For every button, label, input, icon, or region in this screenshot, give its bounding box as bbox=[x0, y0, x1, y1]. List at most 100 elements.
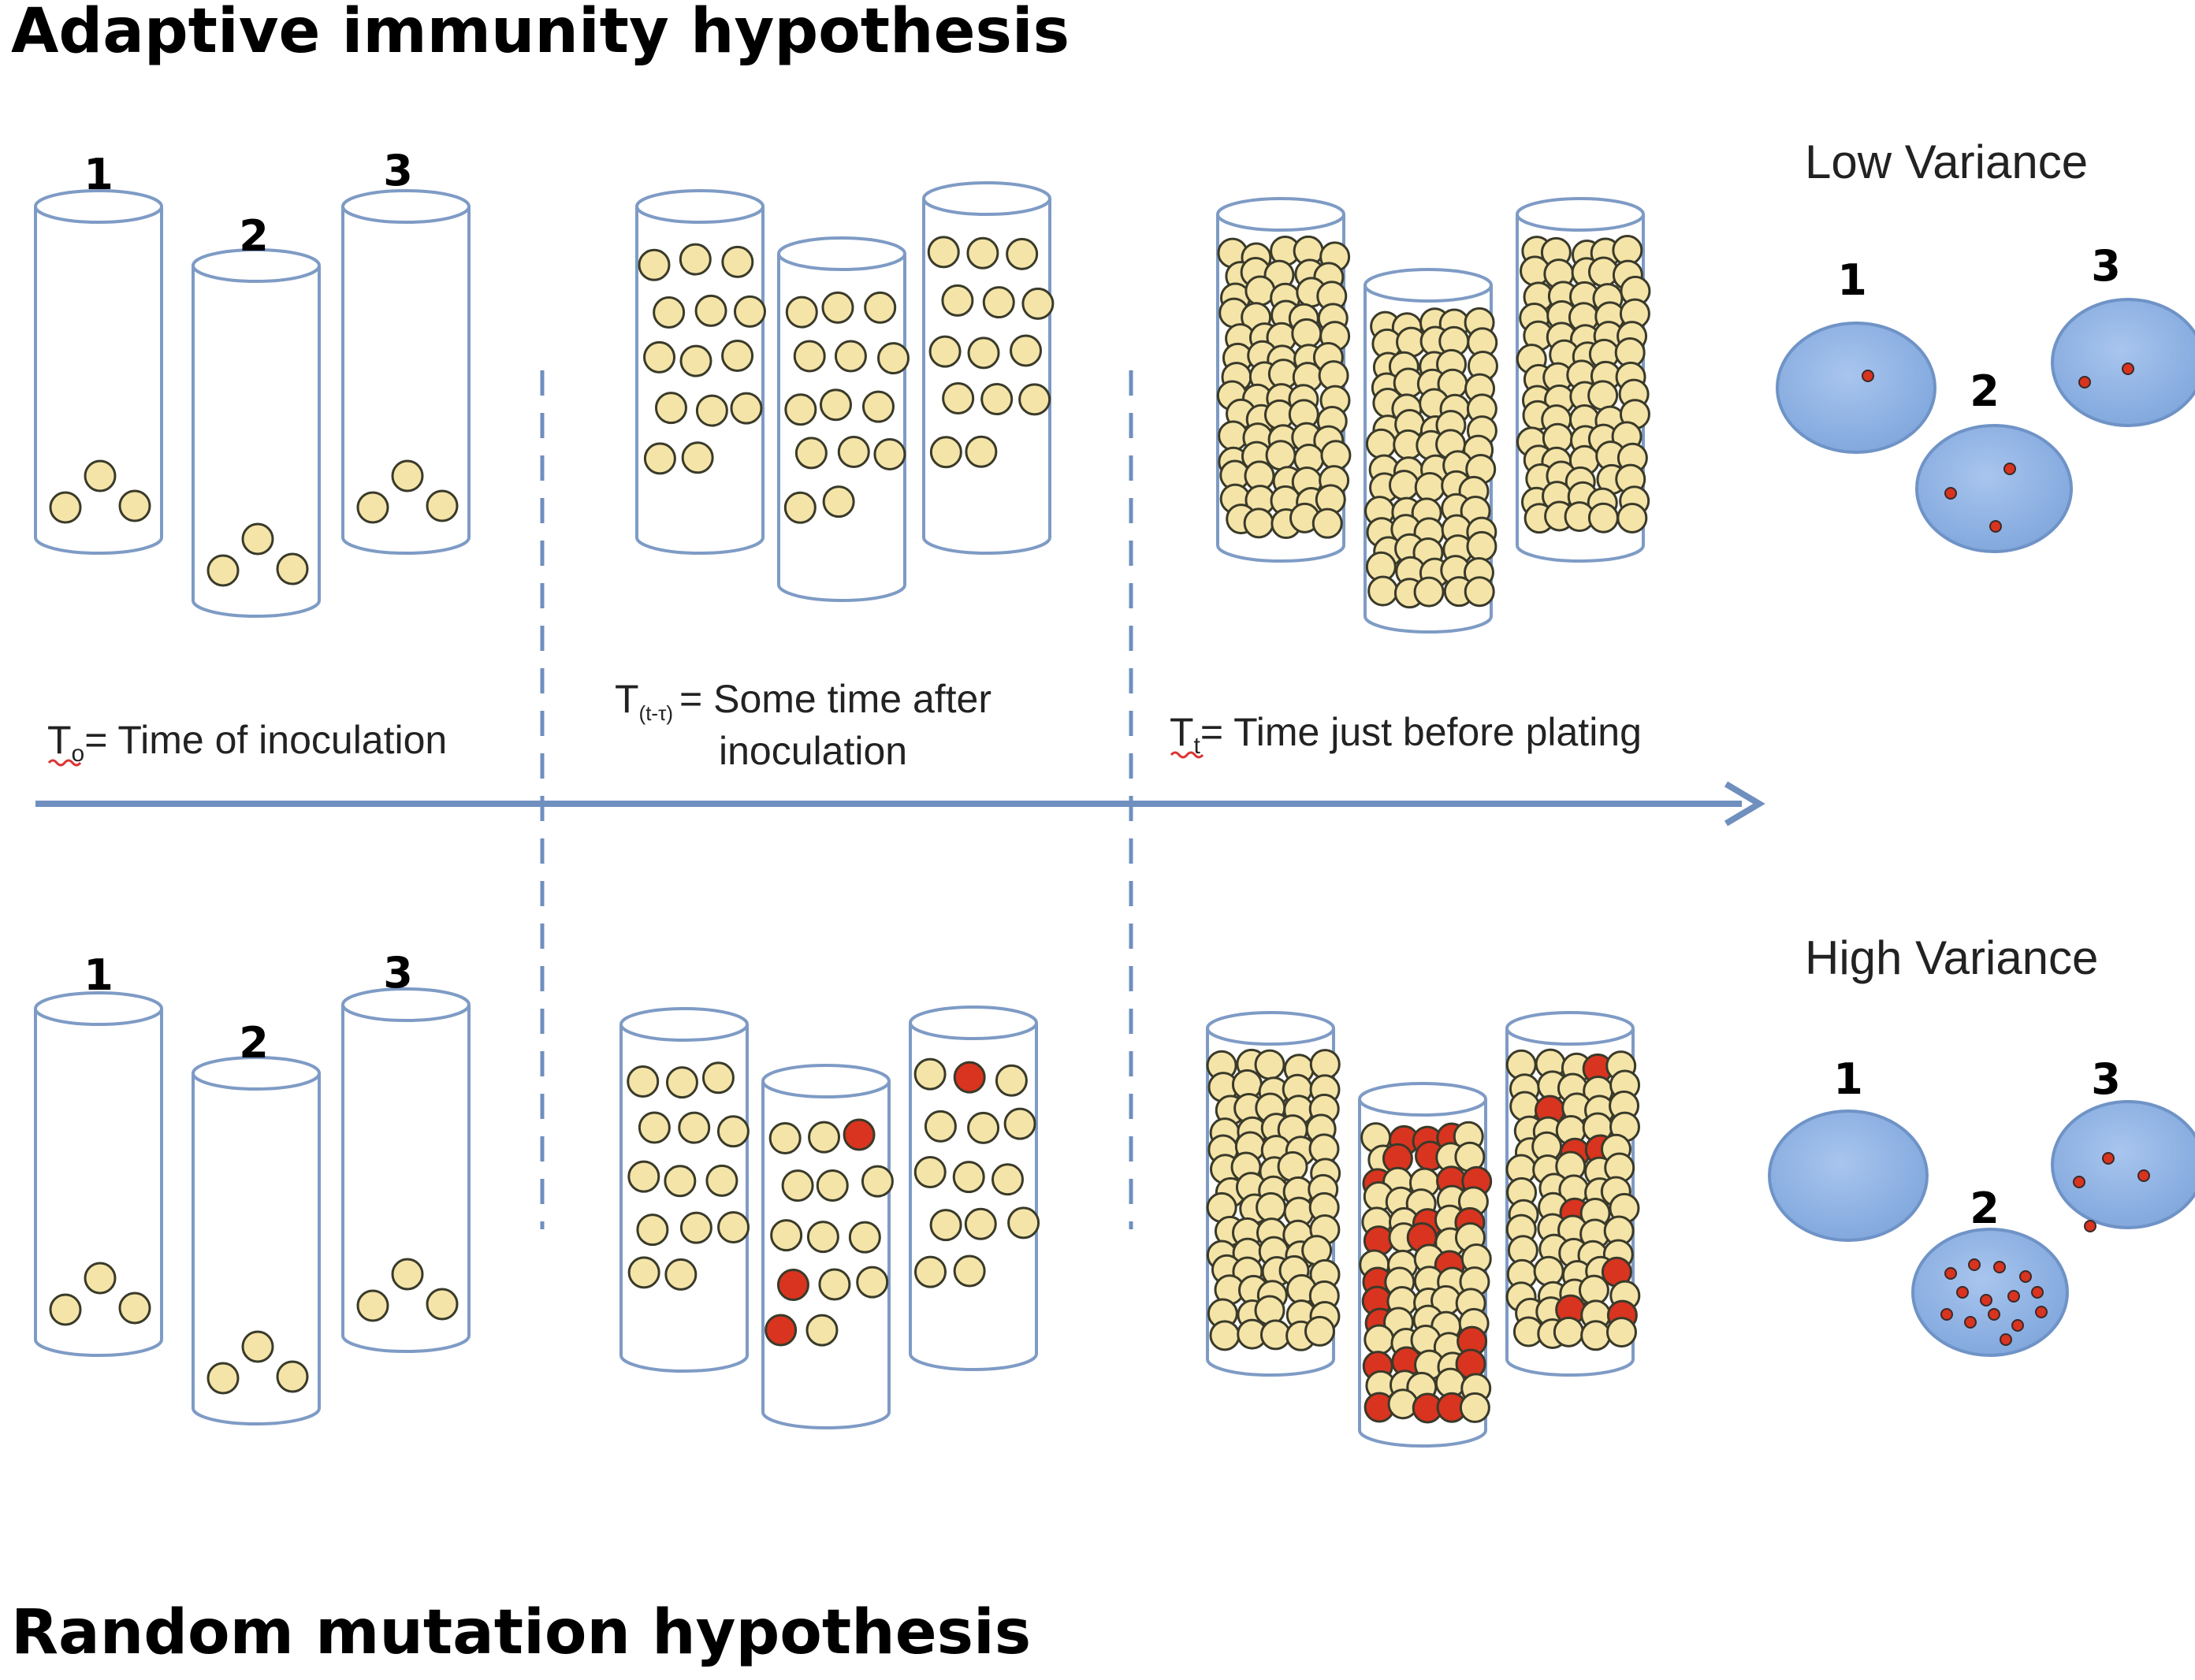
tube-body bbox=[192, 1073, 321, 1425]
cell bbox=[929, 436, 962, 469]
cell bbox=[805, 1314, 839, 1347]
cell bbox=[1553, 1316, 1584, 1347]
cell bbox=[705, 1164, 738, 1197]
plate-number-label: 1 bbox=[1837, 255, 1867, 305]
tubes: 1 2 3 1 2 3 bbox=[34, 146, 1651, 1448]
cell bbox=[837, 436, 870, 469]
tube bbox=[619, 1007, 750, 1373]
cell bbox=[929, 1209, 962, 1242]
cell bbox=[953, 1254, 986, 1288]
cell bbox=[1006, 237, 1039, 270]
tube bbox=[777, 236, 910, 602]
colony bbox=[1944, 1267, 1957, 1280]
plate-agar bbox=[1911, 1228, 2069, 1357]
cell bbox=[118, 489, 151, 522]
cell bbox=[643, 442, 676, 475]
cell bbox=[391, 459, 424, 492]
cell bbox=[1254, 1049, 1285, 1080]
cell bbox=[1291, 318, 1323, 349]
cell bbox=[638, 1111, 671, 1144]
tube-rim bbox=[777, 236, 906, 271]
colony bbox=[2137, 1169, 2150, 1182]
cell bbox=[356, 1289, 389, 1322]
cell bbox=[966, 236, 999, 269]
cell bbox=[1010, 334, 1043, 367]
colony bbox=[1989, 520, 2002, 533]
plate-number-label: 3 bbox=[2091, 241, 2121, 291]
plate-number-label: 2 bbox=[1970, 366, 2000, 416]
plate-agar bbox=[2051, 1100, 2195, 1229]
cell bbox=[643, 340, 676, 374]
cell bbox=[781, 1169, 814, 1202]
plate-number-label: 1 bbox=[1833, 1054, 1863, 1104]
tube-rim bbox=[341, 987, 471, 1022]
colony bbox=[2084, 1220, 2096, 1232]
tube-rim bbox=[192, 248, 321, 283]
colony bbox=[1993, 1261, 2006, 1273]
petri-plate bbox=[1776, 322, 1936, 454]
cell bbox=[679, 344, 712, 377]
cell bbox=[980, 383, 1014, 416]
cell bbox=[982, 286, 1015, 319]
petri-plate bbox=[1911, 1228, 2069, 1357]
cell bbox=[819, 388, 852, 422]
cell bbox=[1277, 1150, 1308, 1182]
cell bbox=[717, 1210, 750, 1243]
tube bbox=[922, 181, 1055, 555]
tube-rim bbox=[341, 189, 471, 224]
cell bbox=[1364, 1324, 1395, 1355]
cell bbox=[426, 1288, 459, 1321]
tube bbox=[341, 189, 471, 555]
cell bbox=[1388, 470, 1419, 501]
tube-number-label: 2 bbox=[239, 211, 269, 261]
cell bbox=[861, 1165, 894, 1198]
cell bbox=[1304, 1315, 1335, 1347]
cell bbox=[1243, 507, 1274, 539]
cell bbox=[967, 1111, 1000, 1144]
tube-rim bbox=[635, 189, 765, 224]
cell bbox=[913, 1057, 947, 1091]
colony bbox=[1968, 1258, 1981, 1271]
cell bbox=[794, 437, 828, 470]
cell bbox=[84, 1262, 117, 1295]
cell bbox=[1414, 471, 1445, 503]
cell bbox=[783, 491, 817, 524]
cell bbox=[206, 1362, 240, 1395]
tube-rim bbox=[1358, 1082, 1487, 1117]
cell bbox=[426, 489, 459, 522]
petri-plate bbox=[2051, 298, 2195, 427]
cell bbox=[276, 1360, 309, 1393]
cell bbox=[627, 1065, 660, 1098]
cell bbox=[206, 554, 240, 587]
plates: 1 2 3 1 2 3 bbox=[1768, 241, 2195, 1357]
cell bbox=[965, 435, 998, 468]
tube-number-label: 1 bbox=[84, 150, 113, 199]
tube bbox=[635, 189, 766, 555]
cell bbox=[1587, 502, 1619, 533]
mutant-cell bbox=[843, 1118, 876, 1151]
petri-plate bbox=[1915, 424, 2073, 553]
cell bbox=[995, 1064, 1028, 1097]
cell bbox=[241, 522, 274, 556]
cell bbox=[1466, 530, 1497, 562]
colony bbox=[2031, 1286, 2044, 1299]
cell bbox=[241, 1330, 274, 1363]
cell bbox=[793, 340, 826, 373]
cell bbox=[1580, 1320, 1612, 1351]
label-t2: Tt= Time just before plating bbox=[1170, 710, 1642, 759]
tube bbox=[1206, 1011, 1341, 1377]
plate-agar bbox=[1776, 322, 1936, 454]
tube-rim bbox=[1364, 268, 1493, 303]
petri-plate bbox=[2051, 1100, 2195, 1232]
cell bbox=[664, 1165, 697, 1198]
tube-number-label: 2 bbox=[239, 1018, 269, 1068]
colony bbox=[2007, 1290, 2020, 1303]
tube bbox=[34, 189, 163, 555]
tube bbox=[1505, 1011, 1641, 1377]
cell bbox=[679, 1211, 712, 1244]
tube-number-label: 1 bbox=[84, 950, 113, 1000]
cell bbox=[653, 296, 686, 329]
colony bbox=[1964, 1316, 1977, 1329]
plate-agar bbox=[1768, 1109, 1929, 1242]
